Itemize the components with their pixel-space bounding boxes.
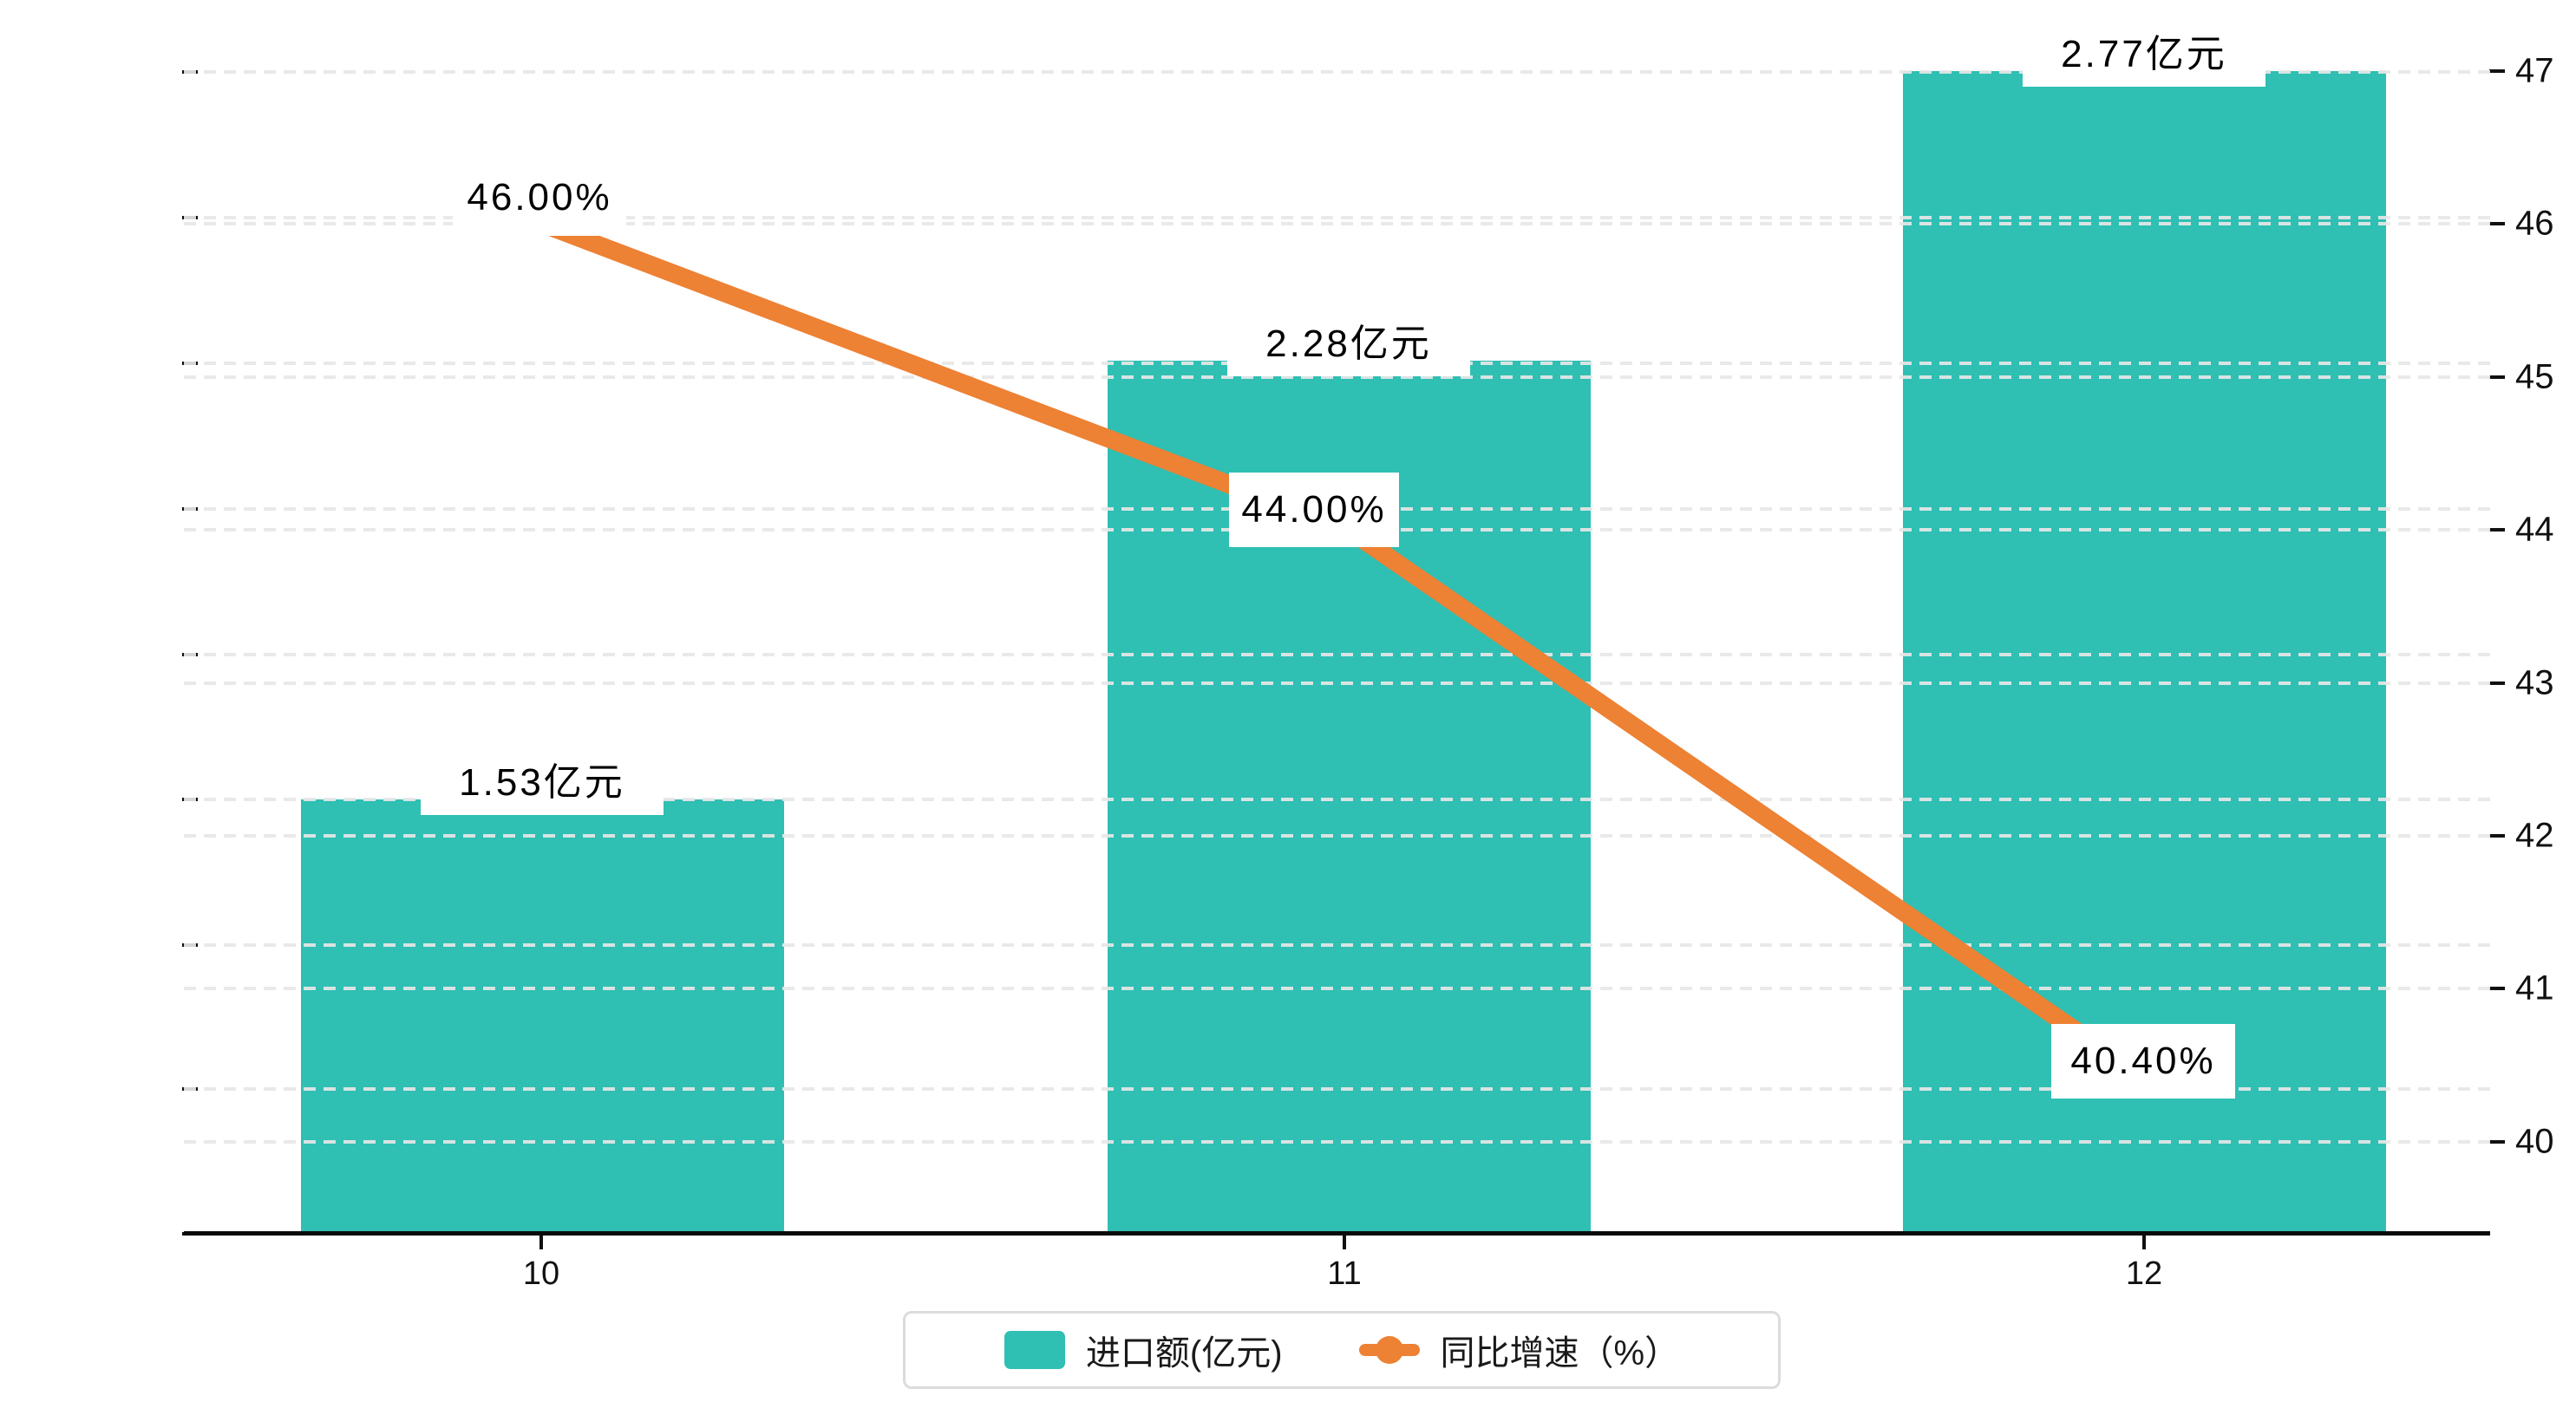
legend-item-import-amount[interactable]: 进口额(亿元) — [1004, 1325, 1283, 1375]
gridline — [184, 681, 2490, 685]
gridline — [184, 987, 2490, 990]
gridline — [184, 1087, 2490, 1091]
gridline — [184, 798, 2490, 801]
bar-value-label: 2.28亿元 — [1227, 303, 1470, 376]
gridline — [184, 1140, 2490, 1144]
y-axis-right-tick-label: 45 — [2515, 357, 2554, 396]
legend-item-yoy-growth[interactable]: 同比增速（%） — [1358, 1325, 1680, 1375]
tick-mark — [2489, 1140, 2505, 1144]
gridline — [184, 216, 2490, 219]
x-tick-mark — [2142, 1236, 2146, 1249]
x-tick-mark — [1343, 1236, 1346, 1249]
gridline — [184, 834, 2490, 838]
line-value-label: 40.40% — [2051, 1024, 2235, 1099]
bar-value-label: 2.77亿元 — [2023, 14, 2265, 87]
gridline — [184, 375, 2490, 379]
y-axis-right-tick-label: 44 — [2515, 510, 2554, 549]
y-axis-right-tick-label: 42 — [2515, 816, 2554, 855]
legend-label: 同比增速（%） — [1440, 1334, 1680, 1373]
tick-mark — [2489, 528, 2505, 531]
gridline — [184, 653, 2490, 656]
tick-mark — [2489, 681, 2505, 685]
tick-mark — [2489, 834, 2505, 838]
gridline — [184, 943, 2490, 947]
y-axis-right-tick-label: 47 — [2515, 51, 2554, 90]
x-axis-label-month-12: 12 — [2125, 1255, 2163, 1292]
legend: 进口额(亿元) 同比增速（%） — [903, 1311, 1781, 1389]
bar-swatch-icon — [1004, 1331, 1065, 1369]
tick-mark — [2489, 375, 2505, 379]
tick-mark — [2489, 987, 2505, 990]
y-axis-right-tick-label: 43 — [2515, 663, 2554, 702]
gridline — [184, 222, 2490, 225]
tick-mark — [2489, 69, 2505, 73]
bar-month-10[interactable] — [301, 799, 784, 1234]
tick-mark — [2489, 222, 2505, 225]
x-axis-label-month-10: 10 — [522, 1255, 560, 1292]
gridline — [184, 70, 2490, 74]
y-axis-right-tick-label: 41 — [2515, 968, 2554, 1007]
y-axis-right-tick-label: 46 — [2515, 204, 2554, 243]
x-axis-label-month-11: 11 — [1327, 1255, 1362, 1292]
bar-value-label: 1.53亿元 — [421, 742, 664, 815]
line-value-label: 46.00% — [453, 160, 626, 236]
x-axis-line — [184, 1231, 2490, 1236]
y-axis-right-tick-label: 40 — [2515, 1122, 2554, 1161]
legend-label: 进口额(亿元) — [1085, 1334, 1283, 1373]
line-dot-icon — [1358, 1336, 1420, 1364]
line-value-label: 44.00% — [1229, 473, 1399, 547]
x-tick-mark — [539, 1236, 543, 1249]
